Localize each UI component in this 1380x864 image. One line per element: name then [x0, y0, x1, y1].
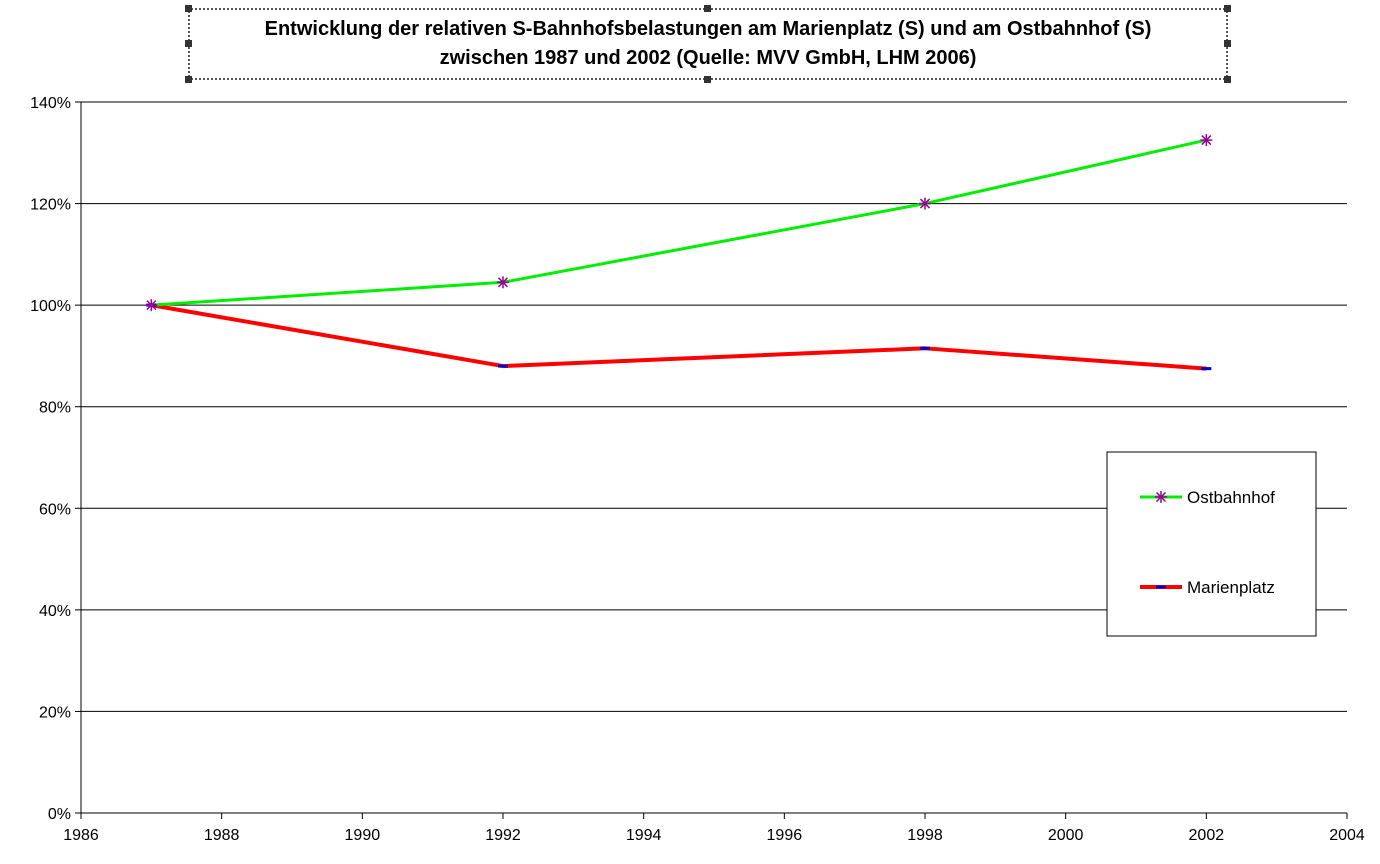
y-tick-label: 0%: [48, 806, 71, 823]
y-tick-label: 80%: [39, 400, 71, 417]
series-line-marienplatz: [150, 303, 1207, 371]
legend-label: Marienplatz: [1187, 578, 1275, 597]
chart-title-line-1: Entwicklung der relativen S-Bahnhofsbela…: [264, 18, 1152, 40]
y-tick-label: 20%: [39, 704, 71, 721]
data-point-ostbahnhof: [497, 276, 509, 289]
y-tick-label: 40%: [39, 603, 71, 620]
x-tick-label: 1998: [907, 827, 943, 844]
x-tick-label: 2004: [1329, 827, 1365, 844]
x-tick-label: 1994: [626, 827, 662, 844]
series-line-ostbahnhof: [151, 138, 1207, 307]
y-tick-label: 120%: [30, 197, 71, 214]
y-tick-label: 100%: [30, 298, 71, 315]
y-tick-label: 60%: [39, 501, 71, 518]
x-tick-label: 1990: [345, 827, 381, 844]
x-tick-label: 2000: [1048, 827, 1084, 844]
selection-handle: [704, 76, 711, 83]
chart-title-line-2: zwischen 1987 und 2002 (Quelle: MVV GmbH…: [439, 47, 977, 69]
selection-handle: [1224, 5, 1231, 12]
data-point-ostbahnhof: [1200, 134, 1213, 147]
data-point-ostbahnhof: [145, 299, 158, 312]
selection-handle: [1224, 76, 1231, 83]
x-tick-label: 1992: [485, 827, 521, 844]
legend-box: [1106, 451, 1317, 637]
selection-handle: [185, 76, 192, 83]
data-point-ostbahnhof: [919, 197, 931, 210]
legend-marker: [1155, 491, 1167, 503]
x-tick-label: 1988: [204, 827, 240, 844]
selection-handle: [704, 5, 711, 12]
legend-label: Ostbahnhof: [1187, 488, 1275, 507]
selection-handle: [185, 40, 192, 47]
y-tick-label: 140%: [30, 95, 71, 112]
x-tick-label: 1996: [767, 827, 803, 844]
selection-handle: [1224, 40, 1231, 47]
selection-handle: [185, 5, 192, 12]
x-tick-label: 1986: [63, 827, 99, 844]
x-tick-label: 2002: [1189, 827, 1225, 844]
